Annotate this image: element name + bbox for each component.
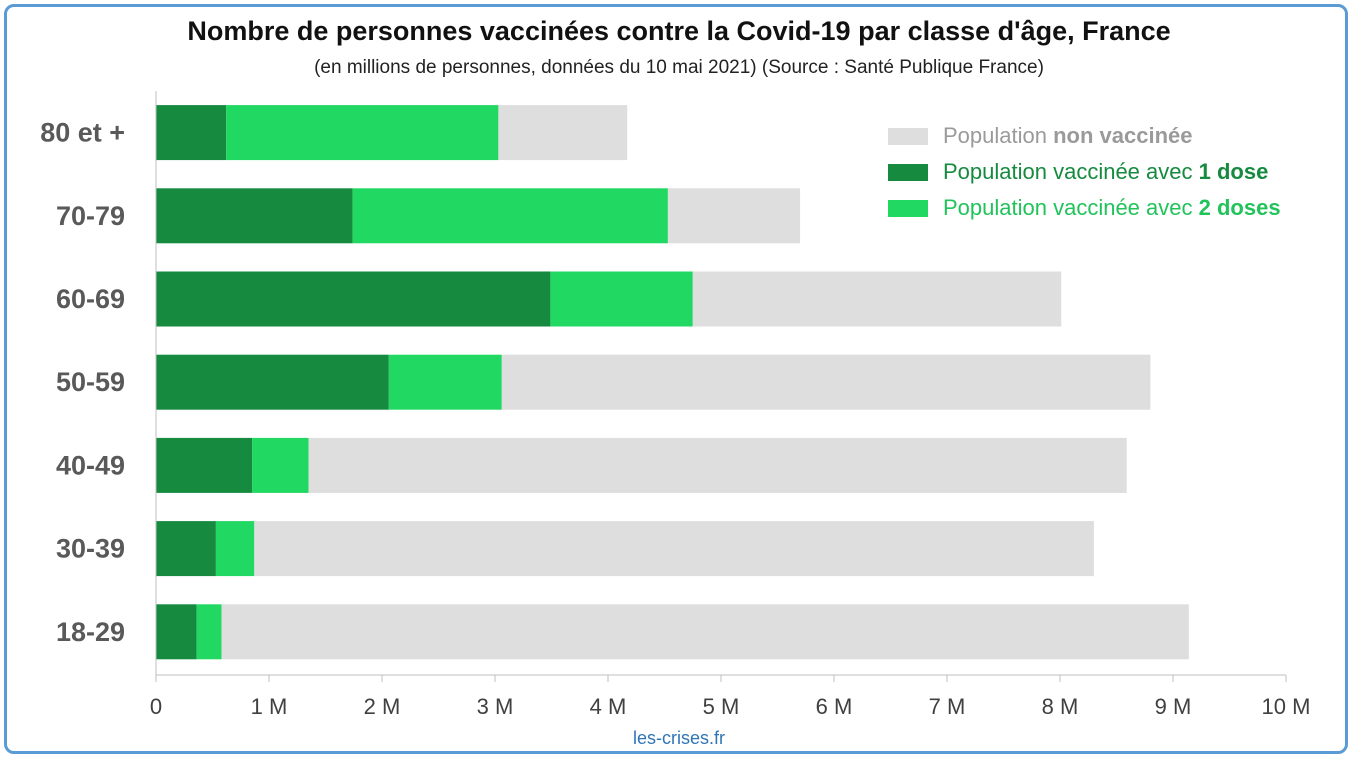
legend-label-prefix: Population <box>943 123 1054 148</box>
x-tick-label: 8 M <box>1042 694 1079 719</box>
source-credit: les-crises.fr <box>632 728 725 748</box>
category-label: 18-29 <box>56 617 125 647</box>
bar-one_dose <box>156 437 253 493</box>
bar-non_vaccinated <box>501 354 1151 410</box>
category-label: 60-69 <box>56 284 125 314</box>
category-label: 50-59 <box>56 367 125 397</box>
legend-label-emphasis: 2 doses <box>1198 195 1281 220</box>
bar-one_dose <box>156 271 551 327</box>
legend-label-prefix: Population vaccinée avec <box>943 195 1199 220</box>
bar-non_vaccinated <box>308 437 1127 493</box>
x-tick-label: 6 M <box>816 694 853 719</box>
bar-two_doses <box>352 188 668 244</box>
category-label: 30-39 <box>56 534 125 564</box>
legend-label: Population vaccinée avec 2 doses <box>943 195 1281 221</box>
bar-two_doses <box>196 604 222 660</box>
x-tick-label: 4 M <box>590 694 627 719</box>
legend-label: Population vaccinée avec 1 dose <box>943 159 1268 185</box>
bar-non_vaccinated <box>692 271 1062 327</box>
bar-one_dose <box>156 354 389 410</box>
bar-non_vaccinated <box>221 604 1189 660</box>
bar-non_vaccinated <box>254 521 1094 577</box>
x-tick-label: 1 M <box>251 694 288 719</box>
x-tick-label: 9 M <box>1155 694 1192 719</box>
x-tick-label: 5 M <box>703 694 740 719</box>
bar-non_vaccinated <box>498 105 628 161</box>
legend-label: Population non vaccinée <box>943 123 1192 149</box>
x-tick-label: 10 M <box>1262 694 1311 719</box>
x-tick-label: 3 M <box>477 694 514 719</box>
x-tick-label: 2 M <box>364 694 401 719</box>
x-tick-label: 0 <box>150 694 162 719</box>
bar-two_doses <box>215 521 255 577</box>
bar-one_dose <box>156 105 227 161</box>
legend-swatch <box>888 199 928 217</box>
category-label: 70-79 <box>56 201 125 231</box>
category-label: 80 et + <box>40 118 125 148</box>
legend-label-emphasis: non vaccinée <box>1053 123 1193 148</box>
legend-item-two_doses: Population vaccinée avec 2 doses <box>888 190 1281 226</box>
legend-label-prefix: Population vaccinée avec <box>943 159 1199 184</box>
legend-item-non_vaccinated: Population non vaccinée <box>888 118 1281 154</box>
bar-one_dose <box>156 604 197 660</box>
legend-label-emphasis: 1 dose <box>1198 159 1269 184</box>
legend-swatch <box>888 163 928 181</box>
category-label: 40-49 <box>56 450 125 480</box>
legend-swatch <box>888 127 928 145</box>
bar-two_doses <box>226 105 499 161</box>
x-tick-label: 7 M <box>929 694 966 719</box>
bar-two_doses <box>388 354 502 410</box>
chart-subtitle: (en millions de personnes, données du 10… <box>314 57 1044 78</box>
chart-legend: Population non vaccinée Population vaccin… <box>888 118 1281 226</box>
legend-item-one_dose: Population vaccinée avec 1 dose <box>888 154 1281 190</box>
bar-two_doses <box>252 437 309 493</box>
chart-title: Nombre de personnes vaccinées contre la … <box>187 16 1171 46</box>
bar-non_vaccinated <box>667 188 801 244</box>
bar-one_dose <box>156 188 353 244</box>
bar-two_doses <box>550 271 693 327</box>
bar-one_dose <box>156 521 216 577</box>
